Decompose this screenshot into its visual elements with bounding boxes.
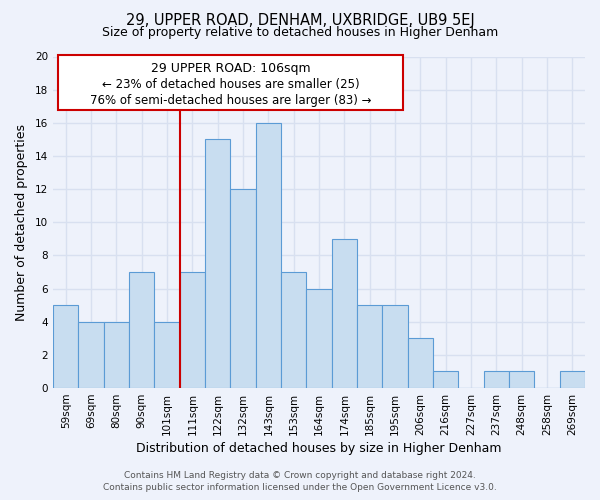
Bar [205,140,230,388]
Bar [560,372,585,388]
Bar [357,305,382,388]
Bar [407,338,433,388]
Bar [256,123,281,388]
Text: Contains HM Land Registry data © Crown copyright and database right 2024.
Contai: Contains HM Land Registry data © Crown c… [103,471,497,492]
Bar [230,189,256,388]
X-axis label: Distribution of detached houses by size in Higher Denham: Distribution of detached houses by size … [136,442,502,455]
Bar [307,288,332,388]
Text: ← 23% of detached houses are smaller (25): ← 23% of detached houses are smaller (25… [101,78,359,91]
Text: Size of property relative to detached houses in Higher Denham: Size of property relative to detached ho… [102,26,498,39]
Bar [433,372,458,388]
Bar [58,55,403,110]
Bar [484,372,509,388]
Bar [281,272,307,388]
Bar [129,272,154,388]
Bar [332,239,357,388]
Bar [509,372,535,388]
Bar [382,305,407,388]
Text: 29, UPPER ROAD, DENHAM, UXBRIDGE, UB9 5EJ: 29, UPPER ROAD, DENHAM, UXBRIDGE, UB9 5E… [125,12,475,28]
Y-axis label: Number of detached properties: Number of detached properties [15,124,28,321]
Bar [53,305,79,388]
Bar [79,322,104,388]
Bar [104,322,129,388]
Text: 29 UPPER ROAD: 106sqm: 29 UPPER ROAD: 106sqm [151,62,310,76]
Bar [154,322,180,388]
Bar [180,272,205,388]
Text: 76% of semi-detached houses are larger (83) →: 76% of semi-detached houses are larger (… [89,94,371,107]
